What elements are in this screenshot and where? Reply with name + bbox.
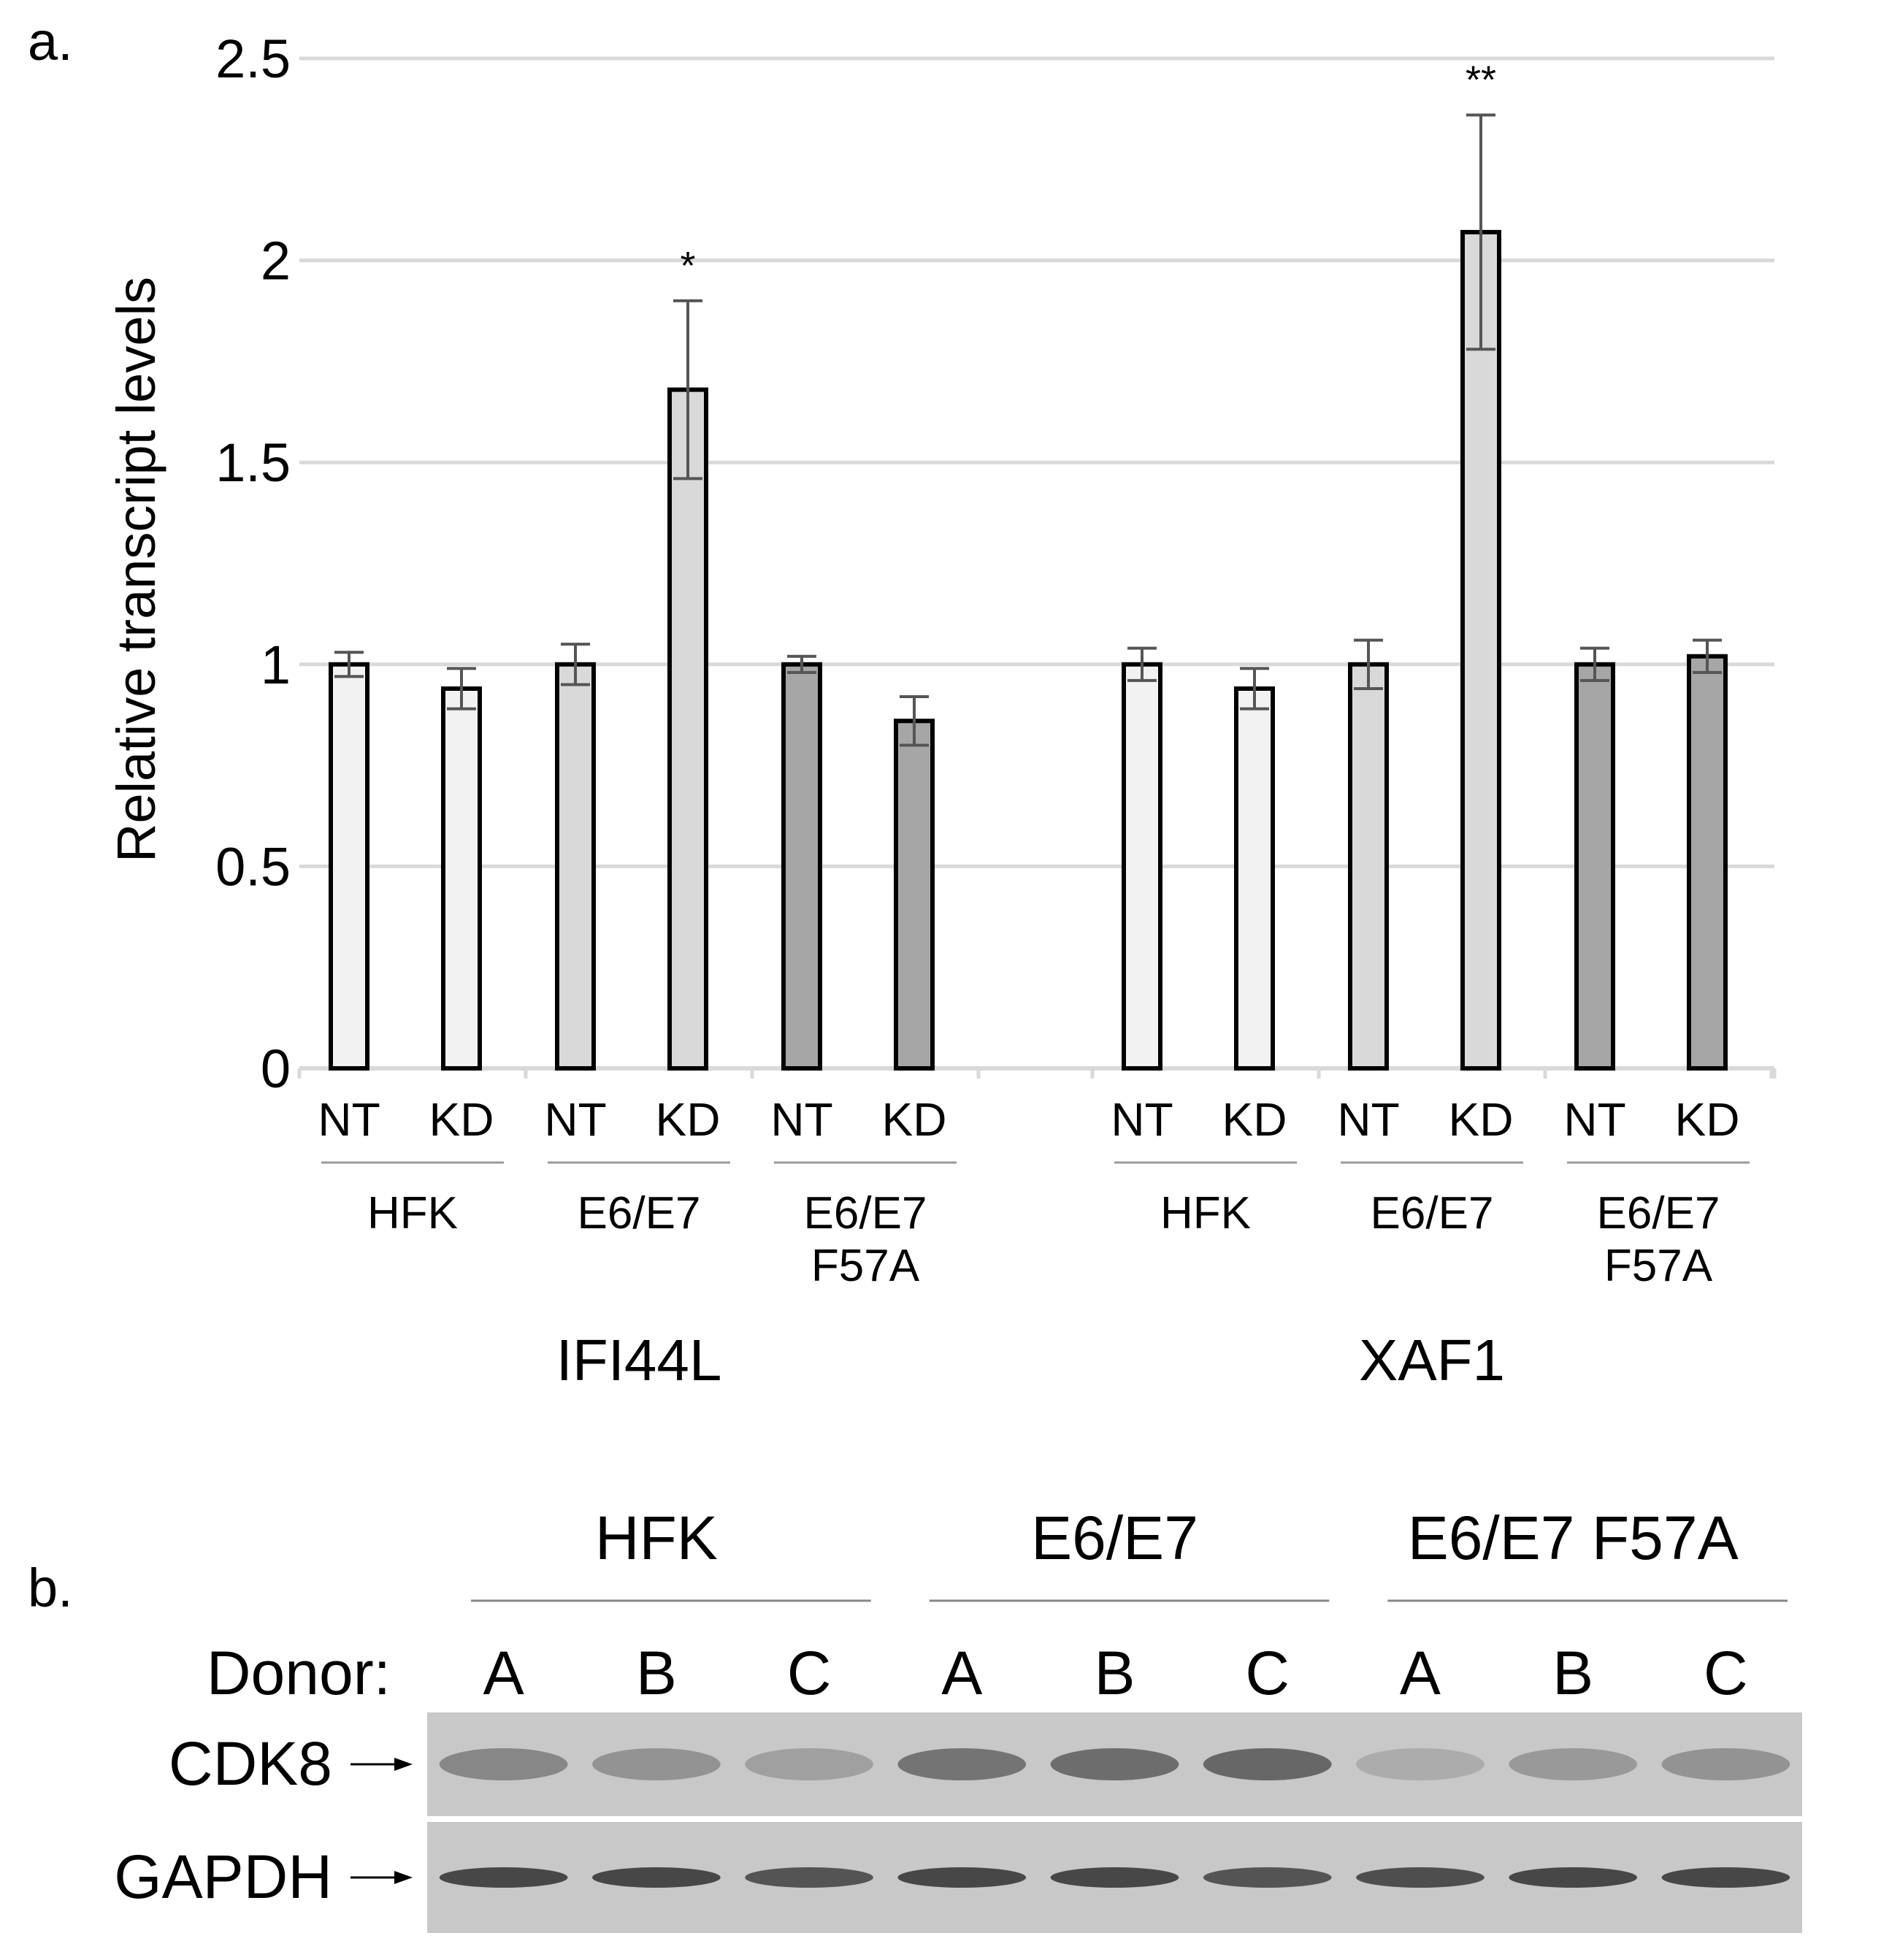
bar-label: NT [770,1093,832,1146]
bar-chart: 00.511.522.5 Relative transcript levels … [106,28,1777,1393]
donor-id: B [636,1639,677,1707]
bar-label: NT [318,1093,380,1146]
y-tick-label: 2.5 [215,28,291,89]
panel-label-a: a. [28,11,73,72]
y-tick-label: 2 [261,231,291,291]
blot-band [591,1748,721,1780]
bar-xaf1-nt [1122,662,1162,1071]
gene-label: IFI44L [556,1328,722,1393]
blot-band [1356,1867,1485,1888]
blot-band [1050,1748,1179,1780]
bar-xaf1-kd [1687,654,1728,1071]
bar-xaf1-nt [1574,662,1615,1071]
bar-ifi44l-kd [667,387,708,1071]
bar-ifi44l-kd [441,686,482,1071]
y-tick-label: 1.5 [215,432,291,493]
significance-marker: ** [1466,58,1496,102]
arrow-head [394,1758,413,1771]
blot-band [439,1867,568,1888]
blot-group-label: HFK [595,1504,718,1572]
blot-band [1509,1867,1638,1888]
blot-band [1661,1748,1790,1780]
group-label: E6/E7 [1371,1188,1494,1239]
western-blot: HFK E6/E7 E6/E7 F57A Donor: A B C A B C A B C CDK8 GAP… [114,1504,1802,1933]
blot-band [1203,1867,1332,1888]
donor-id: B [1094,1639,1135,1707]
blot-band [1050,1867,1179,1888]
bars: *** [329,58,1728,1071]
bar-xaf1-nt [1348,662,1389,1071]
donor-id: A [1400,1639,1441,1707]
donor-id: A [483,1639,524,1707]
bar-label: NT [544,1093,606,1146]
group-label: F57A [811,1241,920,1291]
bar-ifi44l-nt [555,662,596,1071]
bar-label: KD [1449,1093,1514,1146]
blot-band [1203,1748,1332,1780]
bar-ifi44l-kd [894,719,935,1071]
protein-label: CDK8 [169,1729,332,1798]
group-label: E6/E7 [578,1188,701,1239]
blot-band [1356,1748,1485,1780]
blot-band [439,1748,568,1780]
donor-label: Donor: [207,1639,391,1707]
bar-label: KD [1675,1093,1740,1146]
donor-id: C [1245,1639,1290,1707]
bar-ifi44l-nt [781,662,822,1071]
bar-xaf1-kd [1460,229,1501,1071]
donor-id: A [941,1639,982,1707]
y-tick-label: 1 [261,635,291,695]
blot-band [745,1748,873,1780]
bar-label: NT [1563,1093,1625,1146]
y-tick-label: 0 [261,1038,291,1099]
arrow-head [394,1871,413,1884]
bar-label: KD [1222,1093,1287,1146]
blot-band [1509,1748,1638,1780]
donor-id: C [1704,1639,1748,1707]
y-axis-label: Relative transcript levels [106,277,166,862]
panel-label-b: b. [28,1558,73,1618]
blot-band [1661,1867,1790,1888]
donor-id: B [1552,1639,1593,1707]
significance-marker: * [680,244,695,288]
group-label: E6/E7 [1597,1188,1720,1239]
blot-band [897,1748,1027,1780]
gridlines [297,56,1777,1079]
donor-id: C [787,1639,832,1707]
bar-ifi44l-nt [329,662,369,1071]
bar-label: KD [429,1093,494,1146]
blot-band [591,1867,721,1888]
y-tick-label: 0.5 [215,836,291,897]
blot-band [897,1867,1027,1888]
bar-xaf1-kd [1234,686,1275,1071]
group-label: F57A [1604,1241,1713,1291]
blot-group-label: E6/E7 [1031,1504,1198,1572]
bar-label: KD [656,1093,721,1146]
group-label: E6/E7 [804,1188,927,1239]
blot-group-label: E6/E7 F57A [1408,1504,1739,1572]
bar-label: NT [1337,1093,1399,1146]
group-label: HFK [367,1188,458,1239]
gene-label: XAF1 [1359,1328,1505,1393]
bar-label: KD [882,1093,947,1146]
blot-band [745,1867,873,1888]
y-axis-ticks: 0 0.5 1 1.5 2 2.5 [215,28,291,1099]
protein-label: GAPDH [114,1842,332,1911]
group-label: HFK [1160,1188,1251,1239]
bar-label: NT [1111,1093,1173,1146]
